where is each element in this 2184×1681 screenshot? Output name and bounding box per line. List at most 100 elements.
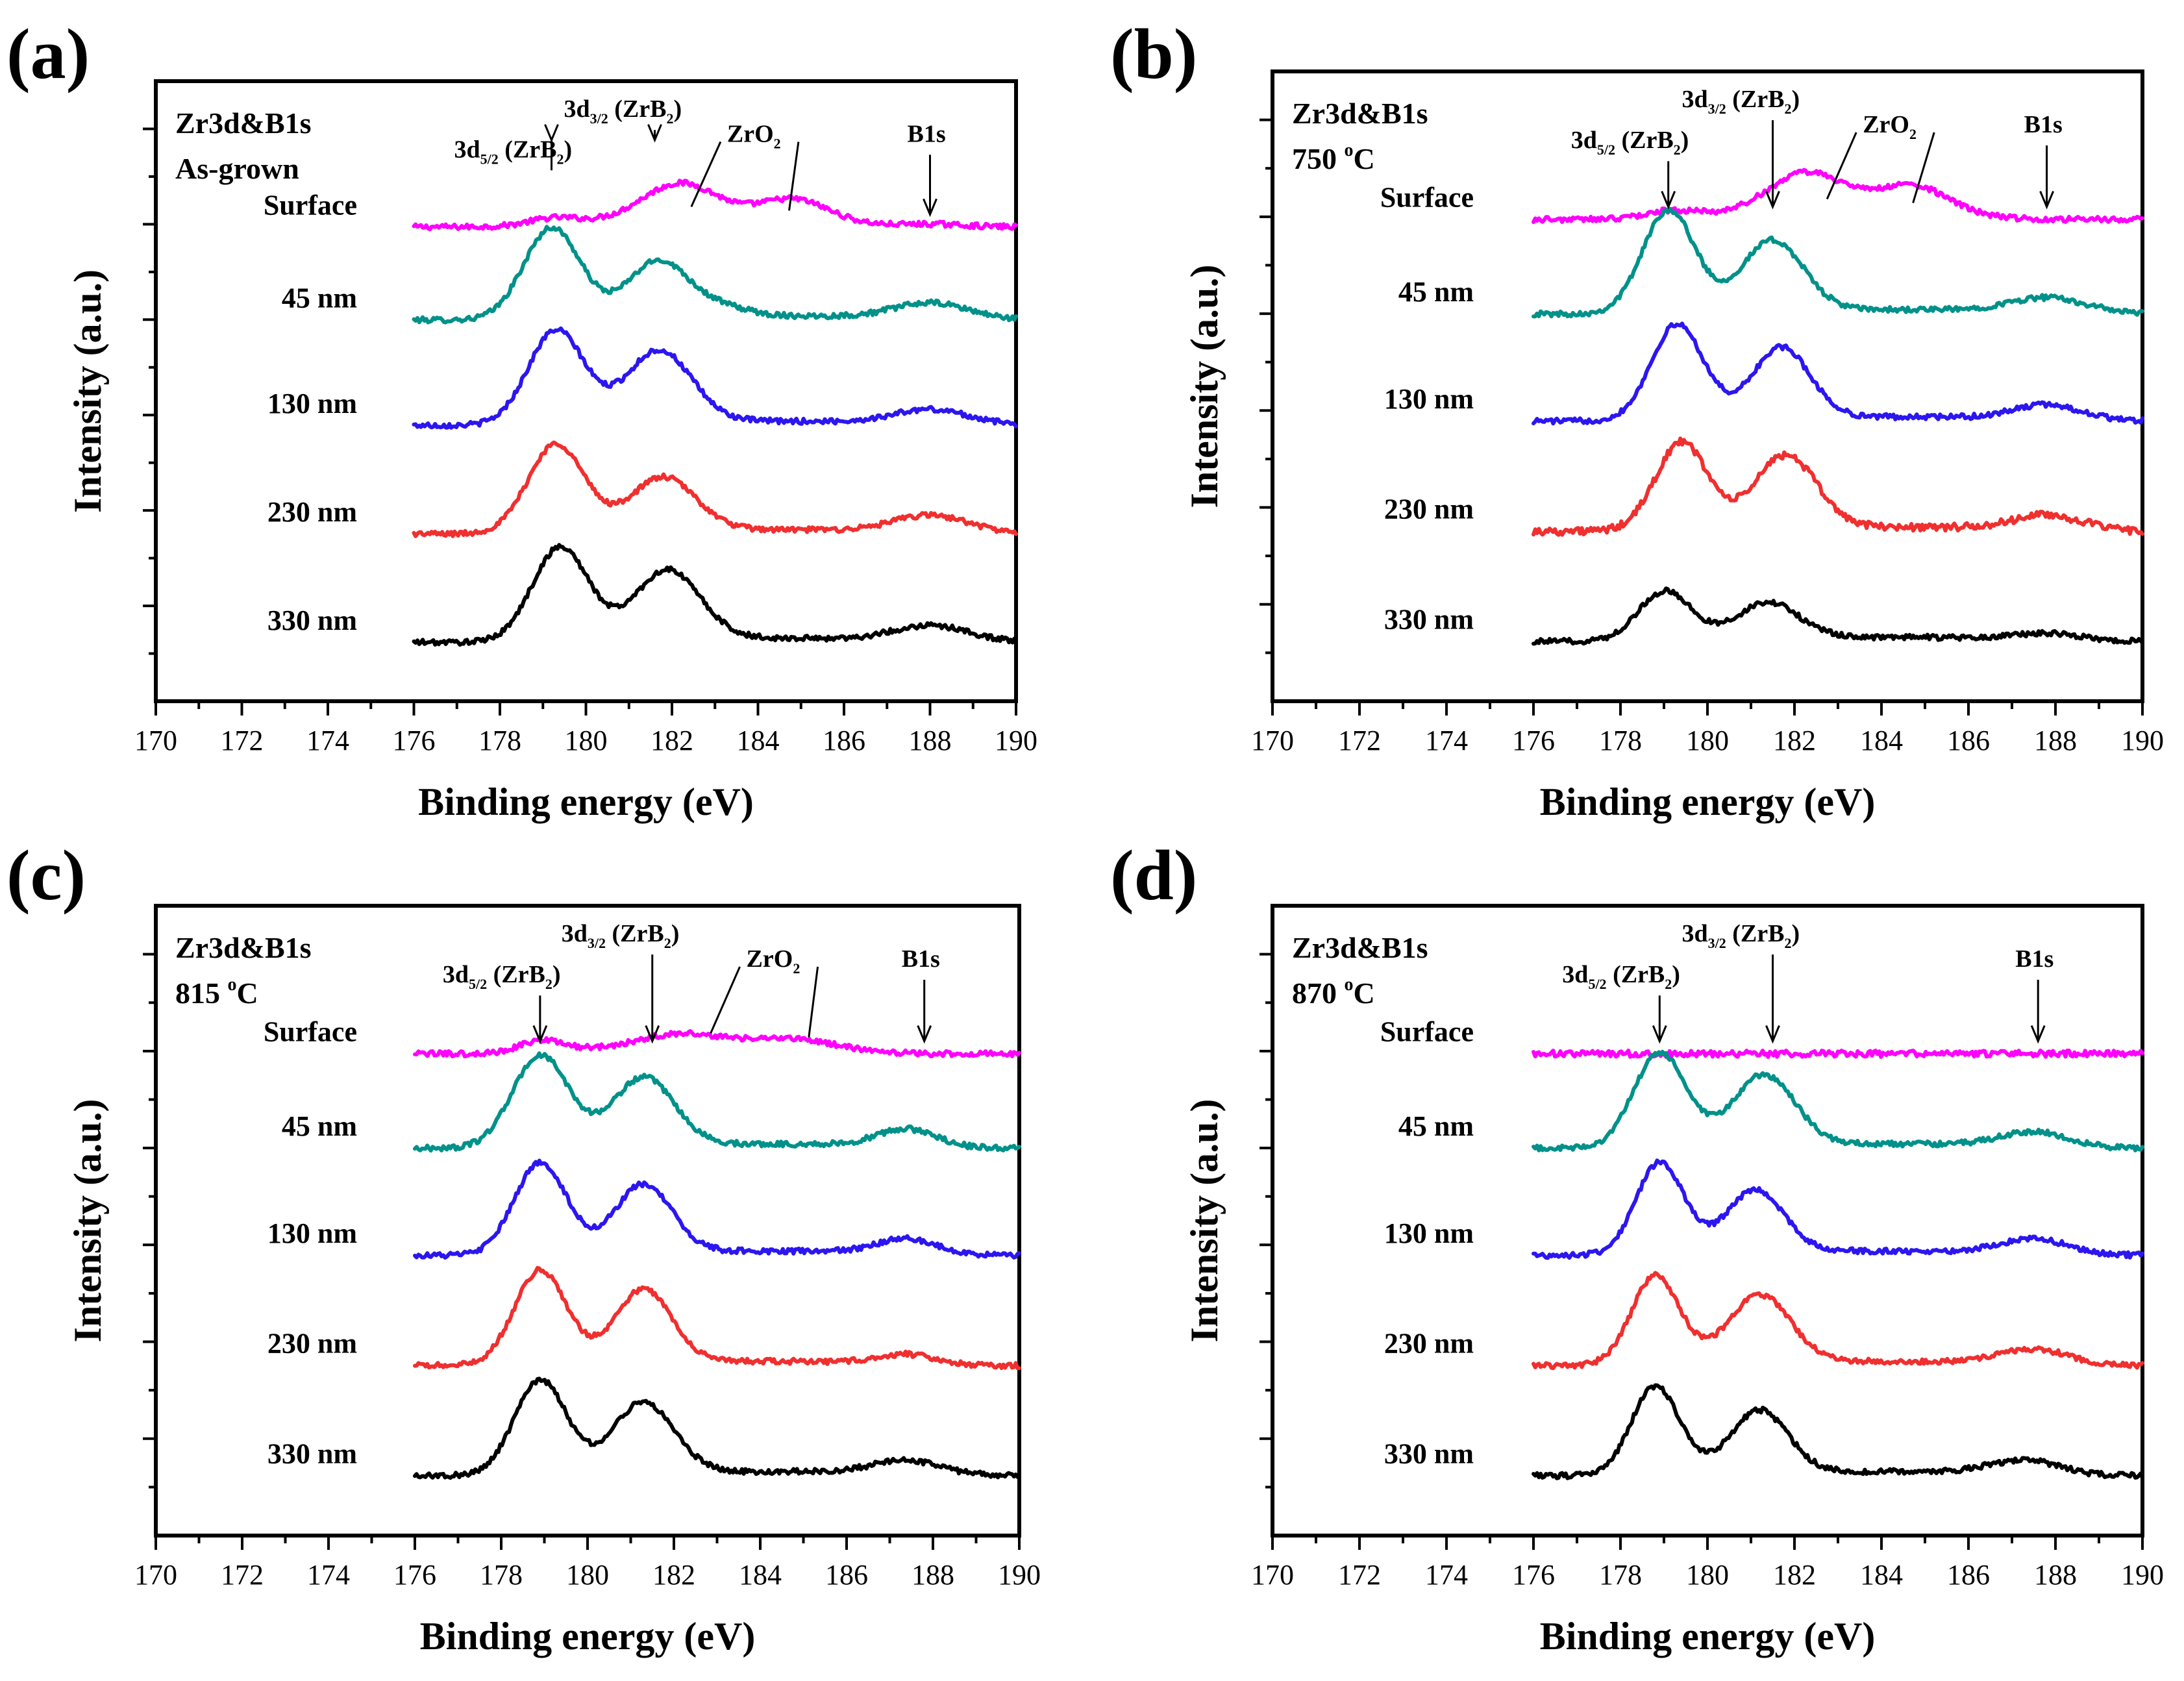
x-tick-label: 174 [306, 725, 349, 756]
x-tick-label: 178 [478, 725, 521, 756]
series-label: Surface [264, 1016, 357, 1048]
x-tick-label: 190 [2121, 725, 2164, 756]
chart-panel-d: (d) 170 172 174 176 178 180 182 184 186 188 190 Bind… [1110, 836, 2164, 1658]
peak-arrow [788, 142, 800, 211]
series-label: 330 nm [267, 1438, 357, 1469]
series-label: 230 nm [267, 496, 357, 528]
x-tick-label: 180 [1686, 1559, 1729, 1591]
peak-arrowhead [544, 124, 559, 143]
series-line-330-nm [1532, 1383, 2144, 1480]
series-label: Surface [264, 189, 357, 221]
x-tick-label: 184 [739, 1559, 782, 1591]
panel-condition-label: Zr3d&B1s [1292, 931, 1428, 964]
series-line-230-nm [412, 440, 1018, 538]
peak-arrow [1826, 132, 1857, 200]
x-tick-label: 184 [737, 725, 780, 756]
series-line-330-nm [413, 1376, 1021, 1480]
series-label: 45 nm [1398, 1110, 1474, 1142]
x-tick-label: 190 [998, 1559, 1041, 1591]
series-label: 230 nm [267, 1328, 357, 1360]
series-line-130-nm [412, 326, 1018, 430]
series-label: 130 nm [1384, 383, 1474, 415]
chart-panel-b: (b) 170 172 174 176 178 180 182 184 186 188 190 Bind… [1110, 14, 2164, 823]
x-tick-label: 176 [393, 725, 436, 756]
x-tick-label: 178 [480, 1559, 523, 1591]
x-tick-label: 176 [1512, 725, 1555, 756]
peak-arrowhead [645, 1025, 660, 1044]
x-tick-label: 182 [652, 1559, 695, 1591]
peak-label: B1s [902, 945, 940, 973]
panel-condition-label: As-grown [175, 152, 299, 185]
panel-condition-label: 870 oC [1292, 975, 1375, 1010]
panel-condition-label: 750 oC [1292, 140, 1375, 175]
series-line-230-nm [413, 1265, 1021, 1371]
peak-arrowhead [1765, 1025, 1780, 1044]
series-label: Surface [1380, 182, 1474, 214]
peak-arrowhead [1661, 190, 1676, 210]
peak-label: 3d5/2 (ZrB2) [454, 136, 573, 167]
panel-letter: (a) [6, 14, 90, 93]
x-tick-label: 180 [566, 1559, 609, 1591]
series-label: 45 nm [1398, 276, 1474, 308]
series-line-130-nm [1532, 321, 2144, 426]
x-tick-label: 174 [1425, 1559, 1468, 1591]
peak-label: 3d3/2 (ZrB2) [1682, 86, 1800, 117]
panel-letter: (d) [1110, 836, 1197, 915]
peak-arrowhead [1765, 190, 1780, 210]
x-tick-label: 172 [221, 725, 264, 756]
series-line-330-nm [1532, 586, 2144, 646]
peak-arrowhead [2030, 1025, 2046, 1044]
series-line-surface [413, 1029, 1021, 1058]
peak-label: ZrO2 [727, 120, 781, 151]
series-label: 230 nm [1384, 493, 1474, 525]
x-tick-label: 174 [307, 1559, 350, 1591]
x-tick-label: 184 [1860, 725, 1903, 756]
panel-letter: (c) [6, 836, 86, 915]
peak-label: 3d5/2 (ZrB2) [1562, 961, 1680, 992]
series-line-45-nm [1532, 1049, 2144, 1152]
panel-condition-label: Zr3d&B1s [1292, 97, 1428, 130]
series-label: 230 nm [1384, 1328, 1474, 1360]
peak-arrowhead [917, 1025, 932, 1044]
x-axis-title: Binding energy (eV) [1540, 1615, 1876, 1658]
peak-arrowhead [647, 124, 662, 143]
y-axis-title: Intensity (a.u.) [66, 269, 109, 513]
x-tick-label: 170 [134, 1559, 177, 1591]
x-tick-label: 176 [393, 1559, 436, 1591]
peak-label: ZrO2 [1863, 111, 1917, 142]
series-label: 130 nm [267, 1217, 357, 1249]
x-tick-label: 188 [912, 1559, 954, 1591]
peak-label: 3d3/2 (ZrB2) [1682, 920, 1800, 951]
x-tick-label: 170 [1251, 1559, 1294, 1591]
x-tick-label: 188 [2034, 1559, 2077, 1591]
peak-arrowhead [2039, 190, 2054, 210]
peak-label: 3d3/2 (ZrB2) [562, 920, 680, 951]
series-label: 330 nm [1384, 603, 1474, 635]
series-line-45-nm [412, 225, 1018, 325]
peak-arrowhead [1652, 1025, 1667, 1044]
peak-label: 3d5/2 (ZrB2) [1571, 127, 1689, 158]
series-line-surface [412, 179, 1018, 232]
series-label: 130 nm [267, 388, 357, 419]
series-label: 45 nm [282, 1110, 357, 1142]
series-line-230-nm [1532, 1271, 2144, 1371]
series-line-surface [1532, 168, 2144, 224]
panel-letter: (b) [1110, 14, 1197, 93]
panel-condition-label: Zr3d&B1s [175, 931, 312, 964]
x-tick-label: 180 [565, 725, 608, 756]
peak-label: B1s [2015, 945, 2054, 973]
x-axis-title: Binding energy (eV) [420, 1615, 756, 1658]
y-axis-title: Intensity (a.u.) [66, 1099, 109, 1342]
x-tick-label: 186 [823, 725, 865, 756]
panel-condition-label: Zr3d&B1s [175, 106, 312, 140]
x-tick-label: 182 [1773, 1559, 1816, 1591]
peak-label: 3d3/2 (ZrB2) [564, 95, 682, 127]
series-label: 330 nm [1384, 1438, 1474, 1469]
panel-condition-label: 815 oC [175, 975, 258, 1010]
x-tick-label: 186 [1947, 725, 1990, 756]
peak-arrow [1912, 132, 1935, 203]
x-tick-label: 170 [134, 725, 177, 756]
x-axis-title: Binding energy (eV) [418, 780, 754, 823]
x-tick-label: 188 [2034, 725, 2077, 756]
